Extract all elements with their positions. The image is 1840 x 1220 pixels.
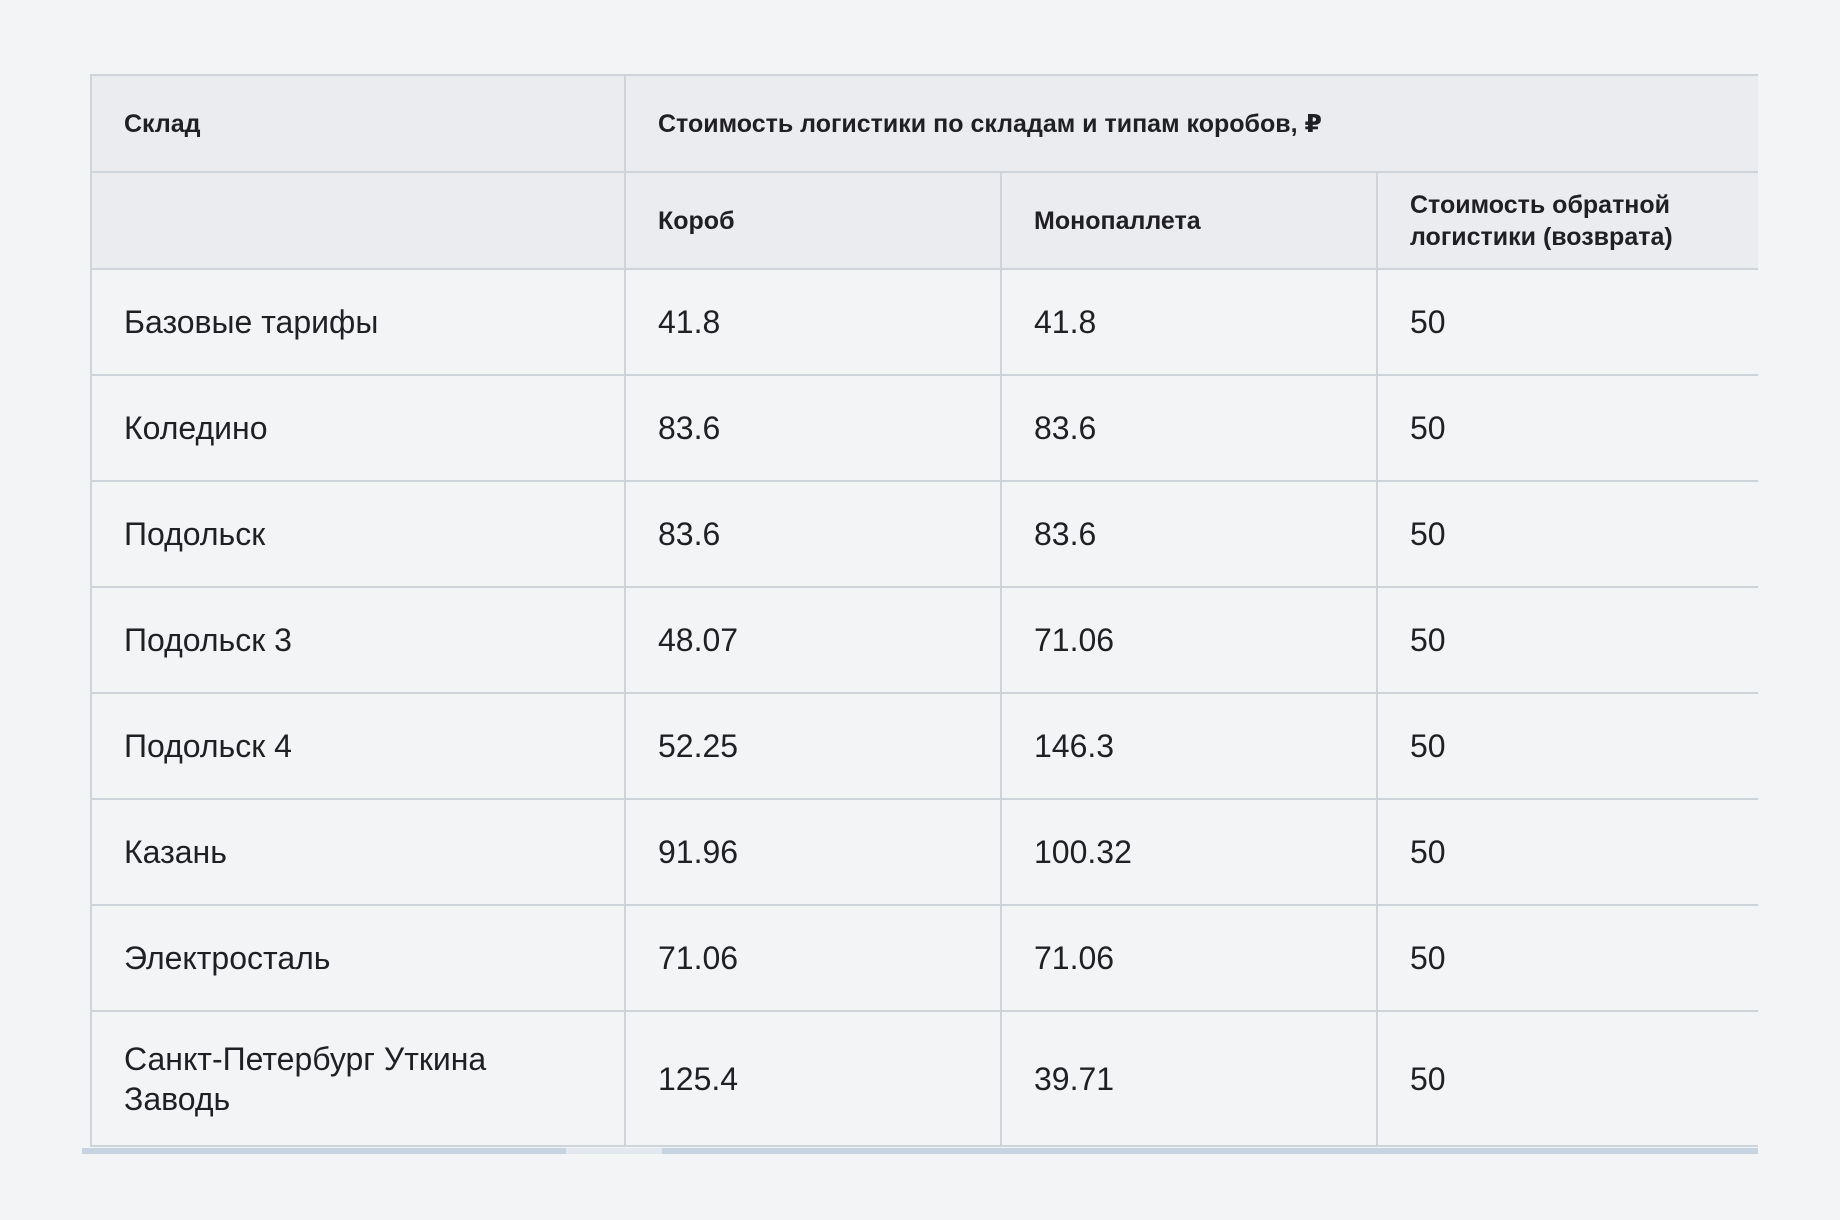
cell-warehouse: Санкт-Петербург Уткина Заводь bbox=[90, 1010, 626, 1147]
cell-monopallet: 100.32 bbox=[1000, 798, 1378, 906]
cell-warehouse: Подольск bbox=[90, 480, 626, 588]
header-return-cost: Стоимость обратной логистики (возврата) bbox=[1375, 171, 1758, 270]
cell-monopallet: 41.8 bbox=[1000, 268, 1378, 376]
horizontal-scrollbar[interactable] bbox=[82, 1148, 1758, 1154]
cell-return-cost: 50 bbox=[1375, 904, 1758, 1012]
cell-return-cost: 50 bbox=[1375, 798, 1758, 906]
cell-box: 71.06 bbox=[624, 904, 1002, 1012]
cell-return-cost: 50 bbox=[1375, 374, 1758, 482]
cell-return-cost: 50 bbox=[1375, 692, 1758, 800]
cell-monopallet: 146.3 bbox=[1000, 692, 1378, 800]
cell-warehouse: Подольск 4 bbox=[90, 692, 626, 800]
cell-monopallet: 83.6 bbox=[1000, 374, 1378, 482]
cell-return-cost: 50 bbox=[1375, 268, 1758, 376]
cell-box: 41.8 bbox=[624, 268, 1002, 376]
header-box: Короб bbox=[624, 171, 1002, 270]
table-row: Коледино 83.6 83.6 50 bbox=[90, 374, 1758, 482]
cell-box: 52.25 bbox=[624, 692, 1002, 800]
logistics-tariffs-table: Склад Стоимость логистики по складам и т… bbox=[90, 74, 1758, 1147]
header-row-1: Склад Стоимость логистики по складам и т… bbox=[90, 74, 1758, 173]
header-warehouse: Склад bbox=[90, 74, 626, 173]
header-logistics-cost-group: Стоимость логистики по складам и типам к… bbox=[623, 74, 1758, 173]
cell-box: 125.4 bbox=[624, 1010, 1002, 1147]
tariffs-table-container: Склад Стоимость логистики по складам и т… bbox=[90, 74, 1758, 1154]
header-row-2: Короб Монопаллета Стоимость обратной лог… bbox=[90, 171, 1758, 270]
cell-return-cost: 50 bbox=[1375, 586, 1758, 694]
table-body: Базовые тарифы 41.8 41.8 50 Коледино 83.… bbox=[90, 268, 1758, 1147]
cell-return-cost: 50 bbox=[1375, 480, 1758, 588]
cell-warehouse: Коледино bbox=[90, 374, 626, 482]
cell-warehouse: Электросталь bbox=[90, 904, 626, 1012]
cell-warehouse: Подольск 3 bbox=[90, 586, 626, 694]
table-row: Подольск 83.6 83.6 50 bbox=[90, 480, 1758, 588]
table-header: Склад Стоимость логистики по складам и т… bbox=[90, 74, 1758, 270]
table-row: Базовые тарифы 41.8 41.8 50 bbox=[90, 268, 1758, 376]
cell-return-cost: 50 bbox=[1375, 1010, 1758, 1147]
cell-box: 48.07 bbox=[624, 586, 1002, 694]
cell-monopallet: 39.71 bbox=[1000, 1010, 1378, 1147]
cell-monopallet: 71.06 bbox=[1000, 904, 1378, 1012]
header-empty-cell bbox=[90, 171, 626, 270]
cell-box: 91.96 bbox=[624, 798, 1002, 906]
table-row: Санкт-Петербург Уткина Заводь 125.4 39.7… bbox=[90, 1010, 1758, 1147]
table-row: Подольск 3 48.07 71.06 50 bbox=[90, 586, 1758, 694]
table-row: Подольск 4 52.25 146.3 50 bbox=[90, 692, 1758, 800]
cell-monopallet: 71.06 bbox=[1000, 586, 1378, 694]
cell-box: 83.6 bbox=[624, 374, 1002, 482]
table-row: Электросталь 71.06 71.06 50 bbox=[90, 904, 1758, 1012]
cell-monopallet: 83.6 bbox=[1000, 480, 1378, 588]
header-monopallet: Монопаллета bbox=[1000, 171, 1378, 270]
table-row: Казань 91.96 100.32 50 bbox=[90, 798, 1758, 906]
cell-warehouse: Базовые тарифы bbox=[90, 268, 626, 376]
scrollbar-thumb-segment[interactable] bbox=[662, 1148, 1758, 1154]
scrollbar-thumb[interactable] bbox=[82, 1148, 566, 1154]
cell-box: 83.6 bbox=[624, 480, 1002, 588]
cell-warehouse: Казань bbox=[90, 798, 626, 906]
